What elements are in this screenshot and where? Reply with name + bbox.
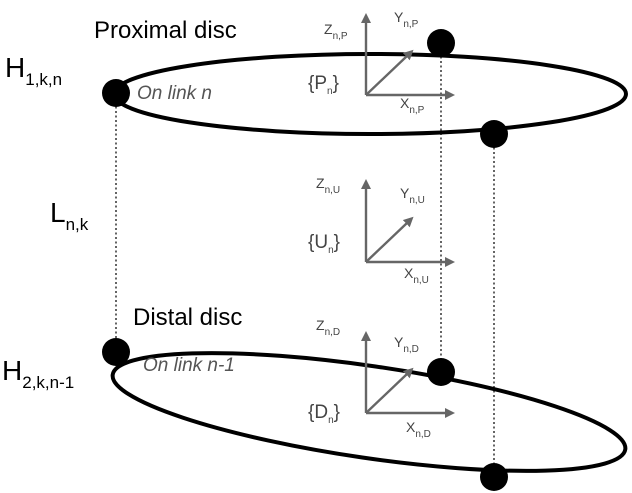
frame-p-y-label: Yn,P (394, 9, 419, 30)
h2-label: H2,k,n-1 (2, 355, 74, 392)
hole-point-proximal-top (427, 29, 455, 57)
distal-link-note: On link n-1 (143, 355, 235, 376)
distal-disc-title: Distal disc (133, 304, 242, 331)
hole-point-proximal-right (480, 120, 508, 148)
length-label: Ln,k (50, 197, 89, 234)
hole-point-h1 (102, 79, 130, 107)
frame-u-y-axis (366, 223, 407, 262)
frame-d-name: {Dn} (308, 402, 340, 426)
frame-d-z-label: Zn,D (316, 317, 340, 338)
proximal-link-note: On link n (137, 83, 212, 104)
hole-point-h2 (102, 338, 130, 366)
proximal-disc-title: Proximal disc (94, 17, 237, 44)
frame-u-y-label: Yn,U (400, 185, 425, 206)
frame-p-name: {Pn} (308, 73, 339, 97)
frame-p-y-axis (366, 56, 407, 95)
frame-u-z-label: Zn,U (316, 175, 340, 196)
frame-d-y-axis (366, 374, 407, 413)
frame-p-x-label: Xn,P (400, 95, 425, 116)
hole-point-distal-mid (427, 358, 455, 386)
frame-d-y-label: Yn,D (394, 334, 419, 355)
frame-u-name: {Un} (308, 232, 340, 256)
hole-point-distal-bottom (480, 463, 508, 491)
frame-u-x-label: Xn,U (404, 265, 429, 286)
frame-p-z-label: Zn,P (324, 21, 348, 42)
h1-label: H1,k,n (5, 52, 62, 89)
frame-d-x-label: Xn,D (406, 419, 431, 440)
